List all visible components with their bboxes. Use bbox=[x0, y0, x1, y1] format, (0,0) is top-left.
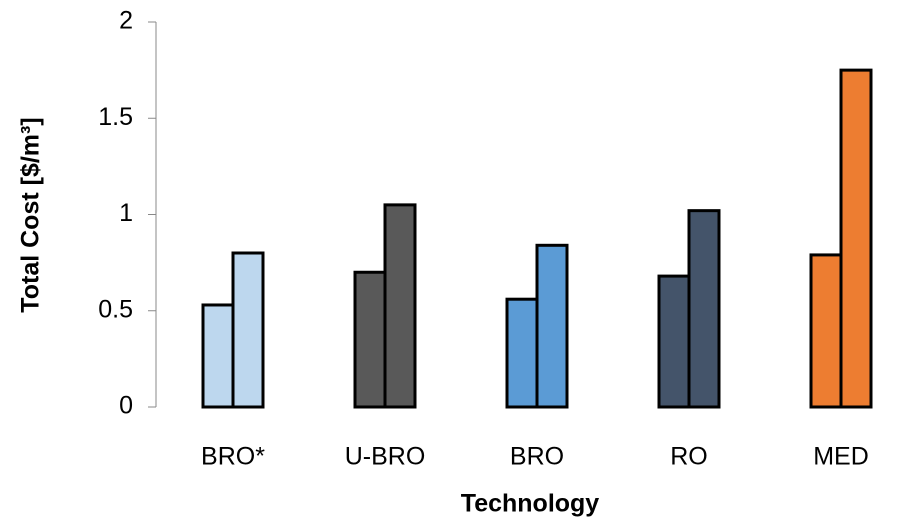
x-axis-title: Technology bbox=[461, 490, 600, 518]
bar bbox=[505, 297, 539, 409]
bar bbox=[687, 209, 721, 409]
y-tick-label: 1 bbox=[119, 199, 133, 227]
x-tick-label: RO bbox=[670, 443, 708, 471]
y-tick-label: 0 bbox=[119, 392, 133, 420]
bar bbox=[809, 253, 843, 409]
y-tick-label: 1.5 bbox=[98, 103, 133, 131]
y-tick-label: 2 bbox=[119, 7, 133, 35]
y-tick-label: 0.5 bbox=[98, 295, 133, 323]
bar bbox=[839, 68, 873, 409]
x-tick-label: MED bbox=[813, 443, 869, 471]
bar bbox=[201, 303, 235, 409]
bar bbox=[657, 274, 691, 409]
bar bbox=[231, 251, 265, 409]
x-tick-label: U-BRO bbox=[345, 443, 426, 471]
bar bbox=[535, 243, 569, 409]
bar bbox=[353, 270, 387, 409]
bar bbox=[383, 203, 417, 409]
x-tick-label: BRO* bbox=[201, 443, 265, 471]
y-axis-title: Total Cost [$/m³] bbox=[17, 117, 45, 312]
x-tick-label: BRO bbox=[510, 443, 564, 471]
